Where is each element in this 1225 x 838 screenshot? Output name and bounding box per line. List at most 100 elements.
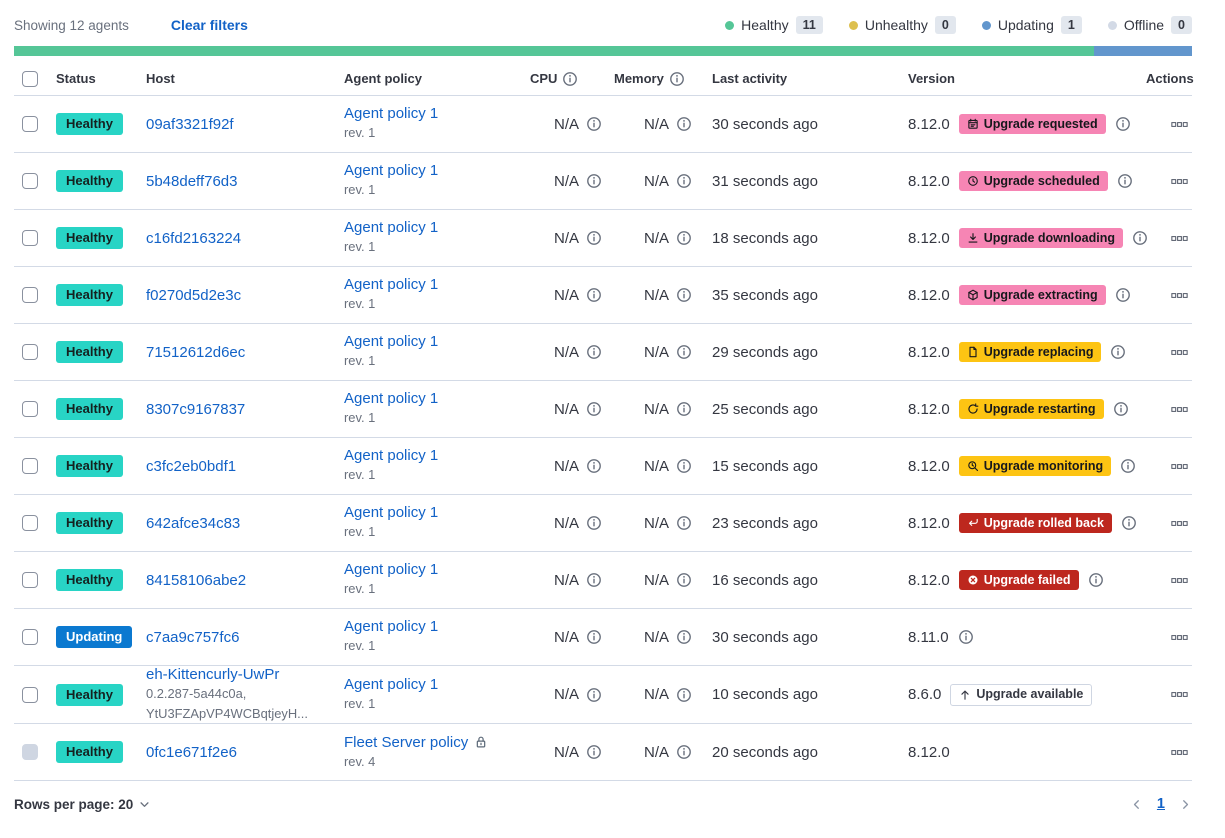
actions-button[interactable] — [1171, 744, 1188, 761]
row-checkbox[interactable] — [22, 116, 38, 132]
actions-button[interactable] — [1171, 344, 1188, 361]
memory-tooltip-info-icon[interactable] — [676, 116, 692, 132]
clear-filters-link[interactable]: Clear filters — [170, 17, 248, 33]
memory-tooltip-info-icon[interactable] — [676, 401, 692, 417]
actions-button[interactable] — [1171, 629, 1188, 646]
upgrade-badge-icon — [967, 346, 979, 358]
actions-button[interactable] — [1171, 116, 1188, 133]
cpu-tooltip-info-icon[interactable] — [586, 344, 602, 360]
cpu-tooltip-info-icon[interactable] — [586, 744, 602, 760]
actions-button[interactable] — [1171, 287, 1188, 304]
version-info-icon[interactable] — [1110, 344, 1126, 360]
row-checkbox[interactable] — [22, 744, 38, 761]
agent-policy-link[interactable]: Agent policy 1 — [344, 105, 439, 123]
agent-policy-link[interactable]: Agent policy 1 — [344, 162, 439, 180]
host-link[interactable]: c7aa9c757fc6 — [146, 628, 240, 646]
version-info-icon[interactable] — [1120, 458, 1136, 474]
policy-revision: rev. 4 — [344, 753, 376, 769]
actions-button[interactable] — [1171, 572, 1188, 589]
row-checkbox[interactable] — [22, 401, 38, 417]
memory-value: N/A — [644, 400, 670, 418]
row-checkbox[interactable] — [22, 344, 38, 360]
memory-tooltip-info-icon[interactable] — [676, 458, 692, 474]
cpu-tooltip-info-icon[interactable] — [586, 687, 602, 703]
agent-count-text: Showing 12 agents — [14, 17, 129, 33]
status-badge: Healthy — [56, 741, 123, 764]
memory-tooltip-info-icon[interactable] — [676, 572, 692, 588]
next-page-button[interactable] — [1179, 798, 1192, 811]
version-info-icon[interactable] — [1115, 116, 1131, 132]
version-info-icon[interactable] — [958, 629, 974, 645]
agent-policy-link[interactable]: Agent policy 1 — [344, 561, 439, 579]
cpu-tooltip-info-icon[interactable] — [586, 572, 602, 588]
row-checkbox[interactable] — [22, 287, 38, 303]
agent-policy-link[interactable]: Agent policy 1 — [344, 390, 439, 408]
actions-button[interactable] — [1171, 458, 1188, 475]
select-all-checkbox[interactable] — [22, 70, 38, 87]
row-checkbox[interactable] — [22, 572, 38, 588]
actions-button[interactable] — [1171, 173, 1188, 190]
agent-policy-link[interactable]: Agent policy 1 — [344, 219, 439, 237]
actions-button[interactable] — [1171, 401, 1188, 418]
host-link[interactable]: 09af3321f92f — [146, 115, 234, 133]
row-checkbox[interactable] — [22, 230, 38, 246]
cpu-info-icon[interactable] — [562, 71, 578, 87]
agent-policy-link[interactable]: Agent policy 1 — [344, 447, 439, 465]
cpu-tooltip-info-icon[interactable] — [586, 173, 602, 189]
agent-policy-link[interactable]: Agent policy 1 — [344, 333, 439, 351]
version-info-icon[interactable] — [1117, 173, 1133, 189]
cpu-tooltip-info-icon[interactable] — [586, 458, 602, 474]
row-checkbox[interactable] — [22, 515, 38, 531]
version-info-icon[interactable] — [1088, 572, 1104, 588]
agent-version: 8.6.0 — [908, 686, 942, 704]
version-info-icon[interactable] — [1121, 515, 1137, 531]
cpu-value: N/A — [554, 628, 580, 646]
cpu-tooltip-info-icon[interactable] — [586, 401, 602, 417]
cpu-tooltip-info-icon[interactable] — [586, 116, 602, 132]
agent-policy-link[interactable]: Agent policy 1 — [344, 504, 439, 522]
last-activity: 31 seconds ago — [712, 172, 818, 190]
memory-tooltip-info-icon[interactable] — [676, 629, 692, 645]
agent-policy-link[interactable]: Agent policy 1 — [344, 276, 439, 294]
host-link[interactable]: 84158106abe2 — [146, 571, 247, 589]
host-link[interactable]: 5b48deff76d3 — [146, 172, 238, 190]
host-link[interactable]: 71512612d6ec — [146, 343, 246, 361]
row-checkbox[interactable] — [22, 629, 38, 645]
agent-policy-link[interactable]: Fleet Server policy — [344, 733, 469, 751]
memory-tooltip-info-icon[interactable] — [676, 344, 692, 360]
actions-button[interactable] — [1171, 230, 1188, 247]
memory-tooltip-info-icon[interactable] — [676, 173, 692, 189]
version-info-icon[interactable] — [1115, 287, 1131, 303]
rows-per-page-selector[interactable]: Rows per page: 20 — [14, 797, 151, 812]
status-dot-icon — [1107, 20, 1117, 30]
row-checkbox[interactable] — [22, 686, 38, 703]
memory-tooltip-info-icon[interactable] — [676, 744, 692, 760]
memory-info-icon[interactable] — [669, 71, 685, 87]
host-link[interactable]: c16fd2163224 — [146, 229, 242, 247]
agent-policy-link[interactable]: Agent policy 1 — [344, 618, 439, 636]
host-link[interactable]: 642afce34c83 — [146, 514, 241, 532]
version-info-icon[interactable] — [1132, 230, 1148, 246]
agent-policy-link[interactable]: Agent policy 1 — [344, 676, 439, 694]
previous-page-button[interactable] — [1130, 798, 1143, 811]
row-checkbox[interactable] — [22, 173, 38, 189]
host-link[interactable]: c3fc2eb0bdf1 — [146, 457, 237, 475]
actions-button[interactable] — [1171, 515, 1188, 532]
cpu-tooltip-info-icon[interactable] — [586, 629, 602, 645]
version-info-icon[interactable] — [1113, 401, 1129, 417]
cpu-tooltip-info-icon[interactable] — [586, 515, 602, 531]
host-link[interactable]: 0fc1e671f2e6 — [146, 743, 237, 761]
memory-tooltip-info-icon[interactable] — [676, 515, 692, 531]
host-link[interactable]: f0270d5d2e3c — [146, 286, 242, 304]
row-checkbox[interactable] — [22, 458, 38, 474]
host-link[interactable]: eh-Kittencurly-UwPr — [146, 666, 280, 683]
memory-tooltip-info-icon[interactable] — [676, 687, 692, 703]
memory-tooltip-info-icon[interactable] — [676, 287, 692, 303]
actions-button[interactable] — [1171, 686, 1188, 703]
host-link[interactable]: 8307c9167837 — [146, 400, 246, 418]
cpu-tooltip-info-icon[interactable] — [586, 230, 602, 246]
cpu-tooltip-info-icon[interactable] — [586, 287, 602, 303]
upgrade-badge-icon — [967, 517, 979, 529]
memory-tooltip-info-icon[interactable] — [676, 230, 692, 246]
page-number-1[interactable]: 1 — [1156, 796, 1165, 813]
